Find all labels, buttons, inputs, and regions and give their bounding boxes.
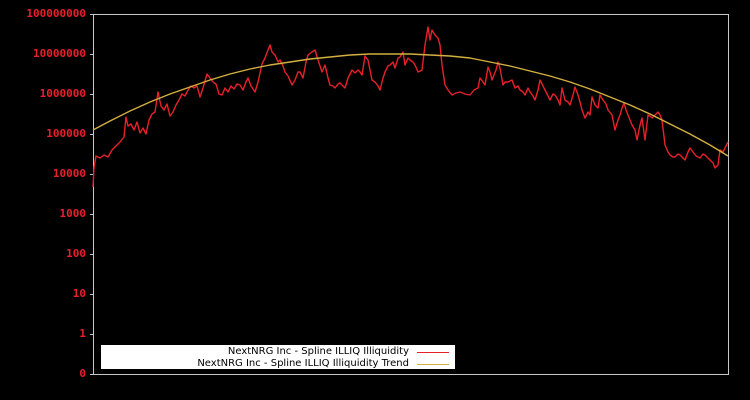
- y-tick-label: 1000000: [39, 87, 86, 100]
- y-tick-label: 100000000: [26, 7, 86, 20]
- y-tick-label: 100: [66, 247, 86, 260]
- y-tick-label: 10: [72, 287, 86, 300]
- y-tick-label: 0: [79, 367, 86, 380]
- y-tick-label: 100000: [46, 127, 86, 140]
- illiquidity-series-line: [92, 26, 729, 188]
- legend-label: NextNRG Inc - Spline ILLIQ Illiquidity T…: [197, 358, 409, 369]
- y-tick-label: 10000: [52, 167, 86, 180]
- y-tick-label: 1000: [59, 207, 87, 220]
- legend-swatch-red-line-icon: [417, 351, 449, 353]
- y-tick-label: 10000000: [33, 47, 86, 60]
- illiquidity-trend-line: [92, 53, 729, 157]
- legend-item-illiquidity-trend: NextNRG Inc - Spline ILLIQ Illiquidity T…: [197, 358, 455, 370]
- legend-item-illiquidity: NextNRG Inc - Spline ILLIQ Illiquidity: [228, 346, 455, 358]
- y-axis-ticks: [90, 14, 93, 375]
- y-tick-label: 1: [79, 327, 86, 340]
- chart-legend: NextNRG Inc - Spline ILLIQ Illiquidity N…: [101, 345, 455, 369]
- plot-frame: [93, 14, 729, 375]
- legend-swatch-yellow-line-icon: [417, 363, 449, 365]
- legend-label: NextNRG Inc - Spline ILLIQ Illiquidity: [227, 346, 409, 357]
